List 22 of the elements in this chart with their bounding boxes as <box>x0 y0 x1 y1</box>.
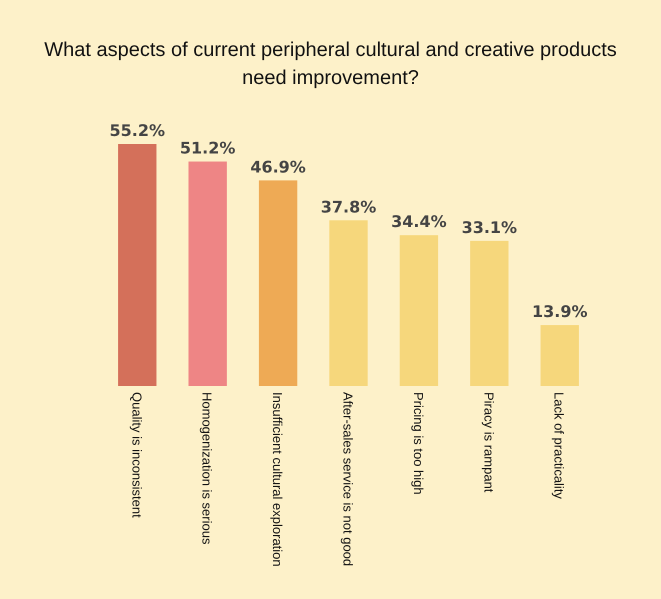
bar <box>470 240 509 386</box>
x-tick-label: Pricing is too high <box>410 392 426 495</box>
x-tick-label: Insufficient cultural exploration <box>270 392 286 567</box>
x-tick-label: Piracy is rampant <box>481 392 496 493</box>
x-tick-label: Quality is inconsistent <box>129 392 144 518</box>
bar <box>540 325 579 386</box>
data-label: 55.2% <box>110 121 166 140</box>
data-label: 51.2% <box>180 138 236 158</box>
bar <box>258 180 298 386</box>
data-label: 46.9% <box>250 157 306 176</box>
bar <box>188 162 227 386</box>
data-label: 37.8% <box>320 197 376 216</box>
chart-title: What aspects of current peripheral cultural and creative products need improvement? <box>44 39 617 89</box>
data-label: 34.4% <box>391 212 447 232</box>
data-label: 13.9% <box>532 302 588 322</box>
x-tick-label: After-sales service is not good <box>340 392 356 566</box>
data-label: 33.1% <box>462 218 518 237</box>
bar <box>329 220 368 386</box>
x-tick-label: Lack of practicality <box>552 392 567 500</box>
bar <box>400 235 438 386</box>
x-tick-label: Homogenization is serious <box>200 392 215 545</box>
bar <box>118 144 156 386</box>
